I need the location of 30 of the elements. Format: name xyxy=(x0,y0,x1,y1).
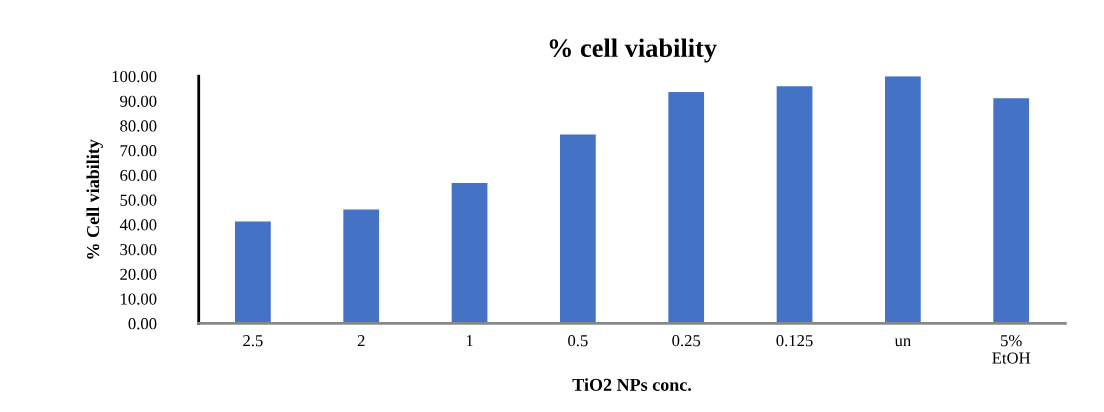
bar xyxy=(235,221,271,324)
y-tick-label: 80.00 xyxy=(120,120,157,132)
chart-title: % cell viability xyxy=(549,38,717,63)
bar xyxy=(451,183,488,324)
bar xyxy=(668,92,705,324)
y-tick-label: 40.00 xyxy=(119,219,157,231)
y-tick-label: 90.00 xyxy=(120,95,157,107)
y-tick-label: 50.00 xyxy=(120,194,157,206)
x-axis-title: TiO2 NPs conc. xyxy=(572,378,692,391)
y-tick-label: 70.00 xyxy=(120,145,157,157)
bar xyxy=(993,98,1030,324)
y-axis-title: % Cell viability xyxy=(86,139,103,259)
x-tick-label: 2 xyxy=(357,335,365,347)
bar xyxy=(343,209,380,324)
bar xyxy=(884,76,921,324)
x-tick-label: 5% EtOH xyxy=(992,335,1031,364)
y-tick-label: 30.00 xyxy=(120,243,157,256)
x-tick-label: un xyxy=(894,338,911,347)
x-tick-label: 0.5 xyxy=(568,335,588,347)
y-tick-label: 20.00 xyxy=(120,268,157,280)
x-tick-label: 2.5 xyxy=(243,335,263,347)
bar xyxy=(776,86,813,324)
bar xyxy=(560,134,596,324)
x-tick-label: 1 xyxy=(466,335,473,347)
y-tick-label: 10.00 xyxy=(121,293,157,305)
x-tick-label: 0.125 xyxy=(776,335,813,347)
x-tick-label: 0.25 xyxy=(672,335,701,347)
y-tick-label: 60.00 xyxy=(120,169,157,182)
y-tick-label: 0.00 xyxy=(128,318,157,330)
y-tick-label: 100.00 xyxy=(112,70,157,83)
